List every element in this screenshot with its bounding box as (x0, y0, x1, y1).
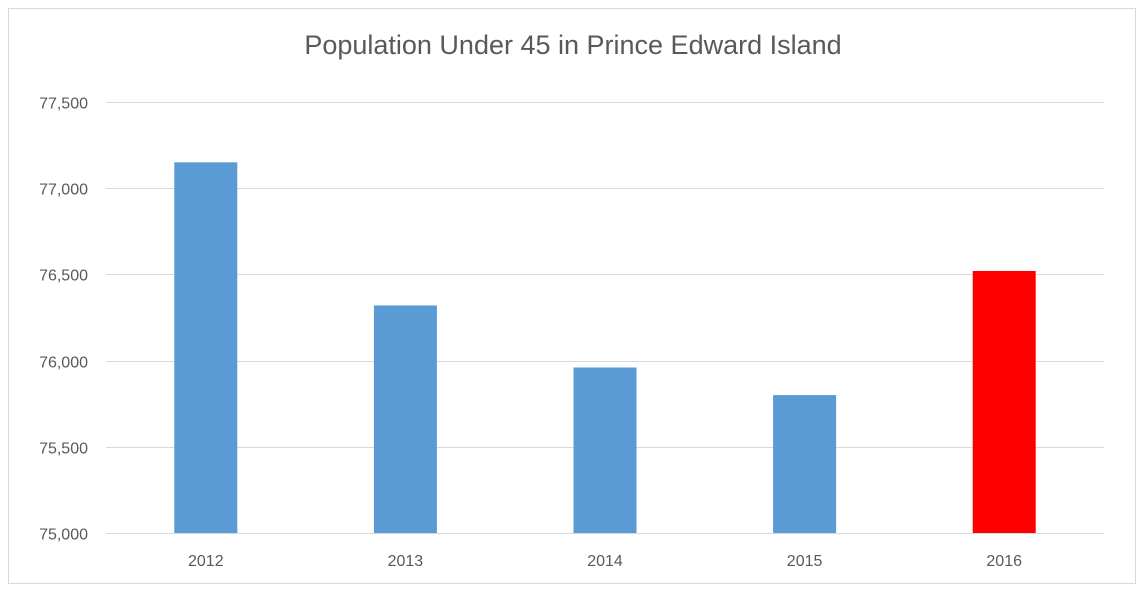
y-tick-label: 76,000 (39, 355, 88, 372)
x-tick-label: 2016 (986, 553, 1022, 570)
x-tick-label: 2015 (787, 553, 823, 570)
x-tick-label: 2012 (188, 553, 224, 570)
chart-title: Population Under 45 in Prince Edward Isl… (304, 30, 842, 60)
bar-2013 (373, 305, 437, 533)
bar-2012 (174, 162, 238, 533)
bar-2015 (773, 395, 837, 533)
bar-2016 (972, 270, 1036, 533)
axis-labels: 75,000 75,500 76,000 76,500 77,000 77,500 2012… (39, 96, 1022, 571)
bar-2014 (573, 367, 637, 533)
bars (174, 162, 1036, 533)
y-tick-label: 75,000 (39, 527, 88, 544)
y-tick-label: 77,000 (39, 182, 88, 199)
y-tick-label: 77,500 (39, 96, 88, 113)
y-tick-label: 75,500 (39, 441, 88, 458)
x-tick-label: 2014 (587, 553, 623, 570)
y-tick-label: 76,500 (39, 268, 88, 285)
x-tick-label: 2013 (388, 553, 424, 570)
